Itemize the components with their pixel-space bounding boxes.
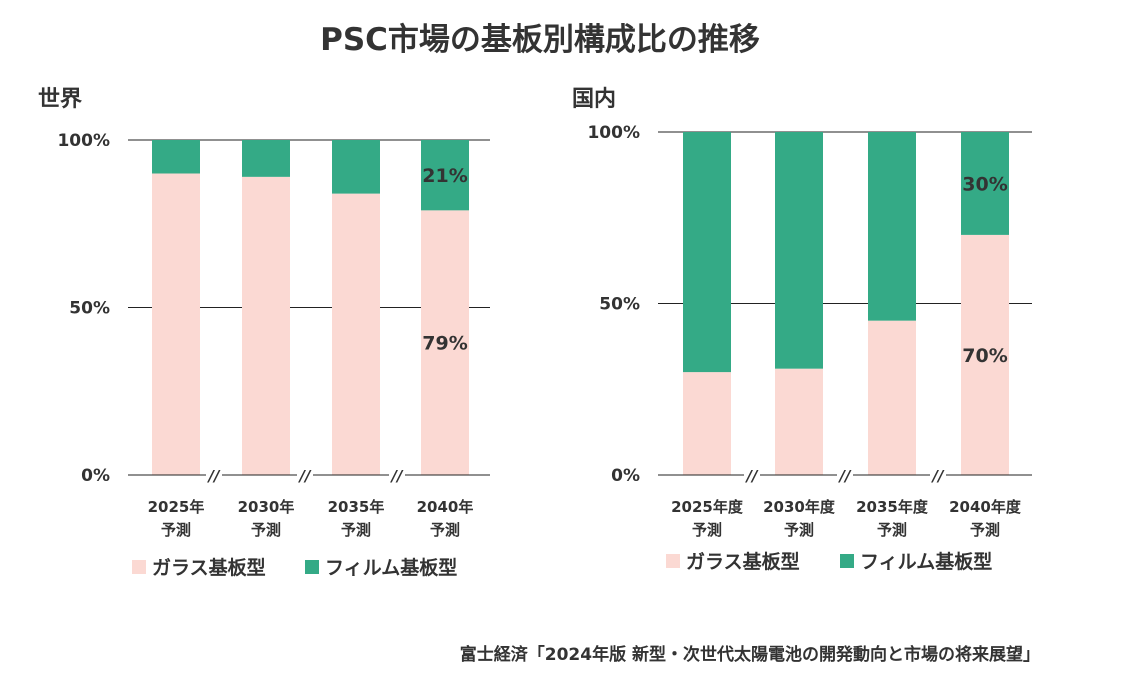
data-label: 21% xyxy=(422,165,467,187)
bar-glass xyxy=(683,372,731,475)
bar-glass xyxy=(868,320,916,475)
axis-break-marker: // xyxy=(931,467,945,485)
bar-glass xyxy=(421,210,469,475)
axis-break-marker: // xyxy=(838,467,852,485)
axis-break-gap xyxy=(744,466,760,484)
axis-break-marker: // xyxy=(298,467,312,485)
legend-label-glass: ガラス基板型 xyxy=(152,556,266,579)
source-note: 富士経済「2024年版 新型・次世代太陽電池の開発動向と市場の将来展望」 xyxy=(459,645,1040,665)
axis-break-gap xyxy=(930,466,946,484)
bar-glass xyxy=(961,234,1009,475)
x-tick-label: 予測 xyxy=(970,521,1000,539)
legend-swatch-glass xyxy=(666,554,680,568)
y-tick-label: 0% xyxy=(81,466,110,486)
axis-break-marker: // xyxy=(207,467,221,485)
data-label: 70% xyxy=(962,345,1007,367)
bar-film xyxy=(961,132,1009,235)
x-tick-label: 予測 xyxy=(692,521,722,539)
x-tick-label: 予測 xyxy=(430,521,460,539)
axis-break-gap xyxy=(389,466,405,484)
x-tick-label: 2030年 xyxy=(238,498,295,516)
bar-film xyxy=(242,140,290,177)
x-tick-label: 予測 xyxy=(784,521,814,539)
y-tick-label: 100% xyxy=(57,131,110,151)
bar-film xyxy=(152,140,200,174)
bar-film xyxy=(683,132,731,373)
legend-label-film: フィルム基板型 xyxy=(325,556,457,579)
bar-film xyxy=(868,132,916,321)
panel-subtitle: 国内 xyxy=(572,87,616,112)
axis-break-gap xyxy=(837,466,853,484)
legend-label-glass: ガラス基板型 xyxy=(686,550,800,573)
bar-glass xyxy=(242,176,290,475)
data-label: 30% xyxy=(962,173,1007,195)
x-tick-label: 予測 xyxy=(161,521,191,539)
bar-film xyxy=(421,140,469,211)
axis-break-gap xyxy=(297,466,313,484)
x-tick-label: 2035年 xyxy=(328,498,385,516)
bar-film xyxy=(332,140,380,194)
panel-subtitle: 世界 xyxy=(38,87,82,112)
y-tick-label: 0% xyxy=(611,466,640,486)
x-tick-label: 2035年度 xyxy=(856,498,929,516)
x-tick-label: 2040年 xyxy=(417,498,474,516)
x-tick-label: 予測 xyxy=(877,521,907,539)
data-label: 79% xyxy=(422,333,467,355)
x-tick-label: 2040年度 xyxy=(949,498,1022,516)
x-tick-label: 2025年度 xyxy=(671,498,744,516)
x-tick-label: 2025年 xyxy=(148,498,205,516)
x-tick-label: 予測 xyxy=(341,521,371,539)
bar-glass xyxy=(152,173,200,475)
y-tick-label: 50% xyxy=(69,299,110,319)
x-tick-label: 予測 xyxy=(251,521,281,539)
legend-swatch-film xyxy=(840,554,854,568)
bar-glass xyxy=(775,368,823,475)
legend-swatch-glass xyxy=(132,560,146,574)
legend-label-film: フィルム基板型 xyxy=(860,550,992,573)
axis-break-marker: // xyxy=(390,467,404,485)
chart-title: PSC市場の基板別構成比の推移 xyxy=(320,22,760,58)
axis-break-gap xyxy=(206,466,222,484)
y-tick-label: 50% xyxy=(599,295,640,315)
axis-break-marker: // xyxy=(745,467,759,485)
bar-glass xyxy=(332,193,380,475)
bar-film xyxy=(775,132,823,369)
legend-swatch-film xyxy=(305,560,319,574)
x-tick-label: 2030年度 xyxy=(763,498,836,516)
y-tick-label: 100% xyxy=(587,123,640,143)
